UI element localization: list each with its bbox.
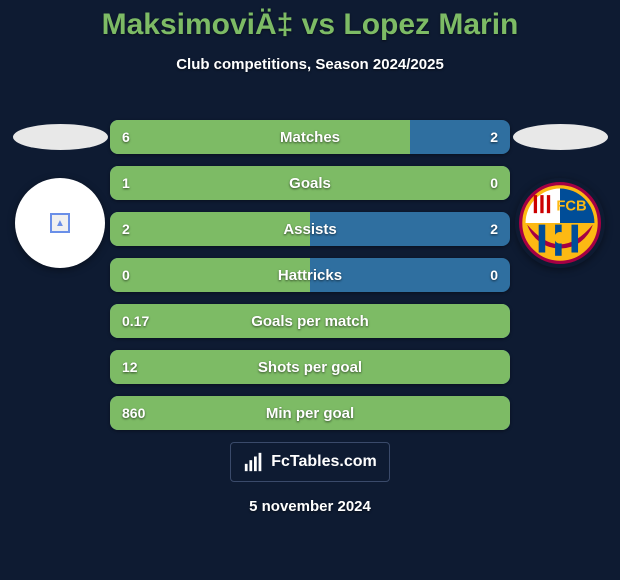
footer-date: 5 november 2024 bbox=[0, 498, 620, 515]
bars-area: 62Matches 10Goals 22Assists 00Hattricks 0.17… bbox=[0, 120, 620, 442]
bar-label: Goals per match bbox=[110, 304, 510, 338]
bar-label: Shots per goal bbox=[110, 350, 510, 384]
bar-row: 0.17Goals per match bbox=[110, 304, 510, 338]
bar-label: Min per goal bbox=[110, 396, 510, 430]
bar-row: 00Hattricks bbox=[110, 258, 510, 292]
bar-label: Hattricks bbox=[110, 258, 510, 292]
bar-label: Assists bbox=[110, 212, 510, 246]
footer-logo-text: FcTables.com bbox=[271, 453, 377, 471]
bar-label: Goals bbox=[110, 166, 510, 200]
chart-icon bbox=[243, 451, 265, 473]
bar-row: 22Assists bbox=[110, 212, 510, 246]
bar-row: 10Goals bbox=[110, 166, 510, 200]
page-subtitle: Club competitions, Season 2024/2025 bbox=[0, 56, 620, 73]
bar-row: 62Matches bbox=[110, 120, 510, 154]
bar-label: Matches bbox=[110, 120, 510, 154]
footer-logo[interactable]: FcTables.com bbox=[230, 442, 390, 482]
bar-row: 12Shots per goal bbox=[110, 350, 510, 384]
bar-rows-container: 62Matches 10Goals 22Assists 00Hattricks 0.17… bbox=[110, 120, 510, 430]
bar-row: 860Min per goal bbox=[110, 396, 510, 430]
comparison-card: MaksimoviÄ‡ vs Lopez Marin Club competit… bbox=[0, 0, 620, 580]
page-title: MaksimoviÄ‡ vs Lopez Marin bbox=[0, 0, 620, 42]
